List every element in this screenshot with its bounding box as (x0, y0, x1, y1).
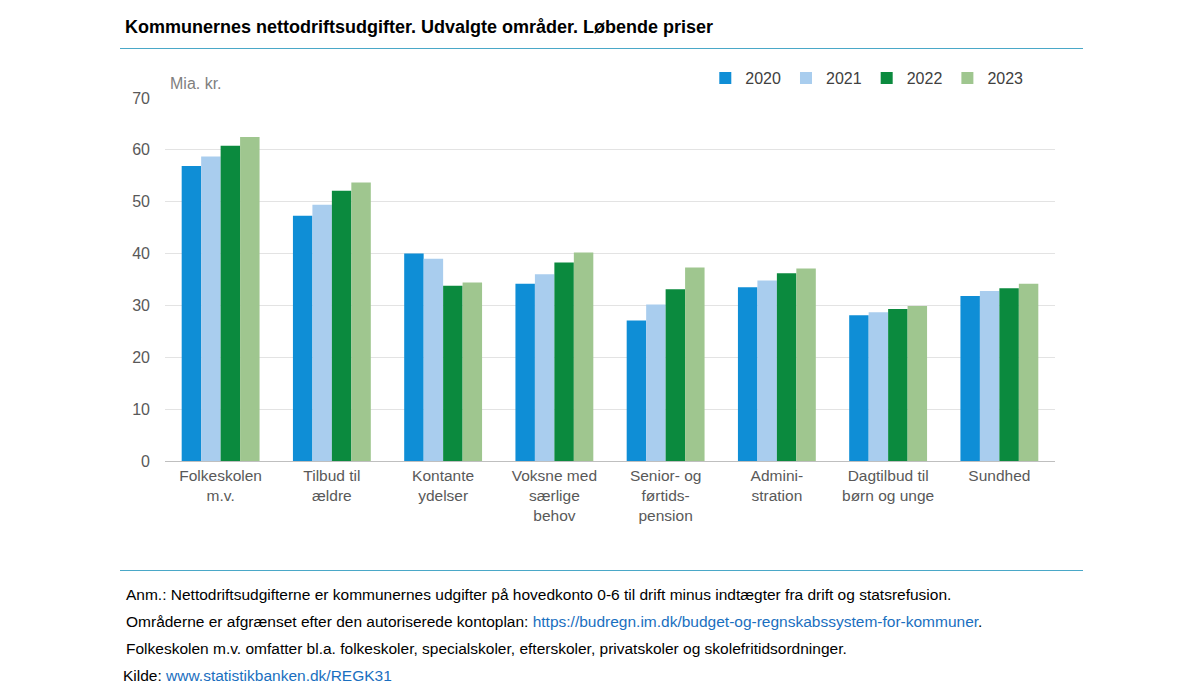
svg-text:Mia. kr.: Mia. kr. (170, 75, 222, 92)
html-text:Områderne er afgrænset efter d: Områderne er afgrænset efter den autoris… (126, 613, 983, 630)
html-text:Kilde: www.statistikbanken.dk/: Kilde: www.statistikbanken.dk/REGK31 (123, 667, 392, 684)
svg-text:Senior- ogførtids-pension: Senior- ogførtids-pension (630, 467, 702, 524)
svg-text:40: 40 (132, 245, 150, 262)
svg-text:20: 20 (132, 349, 150, 366)
svg-text:60: 60 (132, 141, 150, 158)
svg-text:10: 10 (132, 401, 150, 418)
svg-text:0: 0 (141, 453, 150, 470)
html-text:Folkeskolen m.v. omfatter bl.a: Folkeskolen m.v. omfatter bl.a. folkesko… (126, 640, 847, 657)
svg-text:Dagtilbud tilbørn og unge: Dagtilbud tilbørn og unge (842, 467, 934, 504)
svg-text:50: 50 (132, 193, 150, 210)
svg-text:Voksne medsærligebehov: Voksne medsærligebehov (512, 467, 597, 524)
svg-text:30: 30 (132, 297, 150, 314)
svg-text:Admini-stration: Admini-stration (751, 467, 804, 504)
svg-text:Kontanteydelser: Kontanteydelser (412, 467, 474, 504)
svg-text:2022: 2022 (907, 70, 943, 87)
svg-text:2020: 2020 (745, 70, 781, 87)
svg-text:2023: 2023 (987, 70, 1023, 87)
html-text:Anm.: Nettodriftsudgifterne er: Anm.: Nettodriftsudgifterne er kommunern… (126, 586, 952, 603)
svg-text:70: 70 (132, 90, 150, 107)
svg-text:Sundhed: Sundhed (968, 467, 1030, 484)
svg-text:Tilbud tilældre: Tilbud tilældre (303, 467, 360, 504)
svg-text:2021: 2021 (826, 70, 862, 87)
html-text:Kommunernes nettodriftsudgifte: Kommunernes nettodriftsudgifter. Udvalgt… (125, 17, 714, 37)
svg-text:Folkeskolenm.v.: Folkeskolenm.v. (179, 467, 262, 504)
